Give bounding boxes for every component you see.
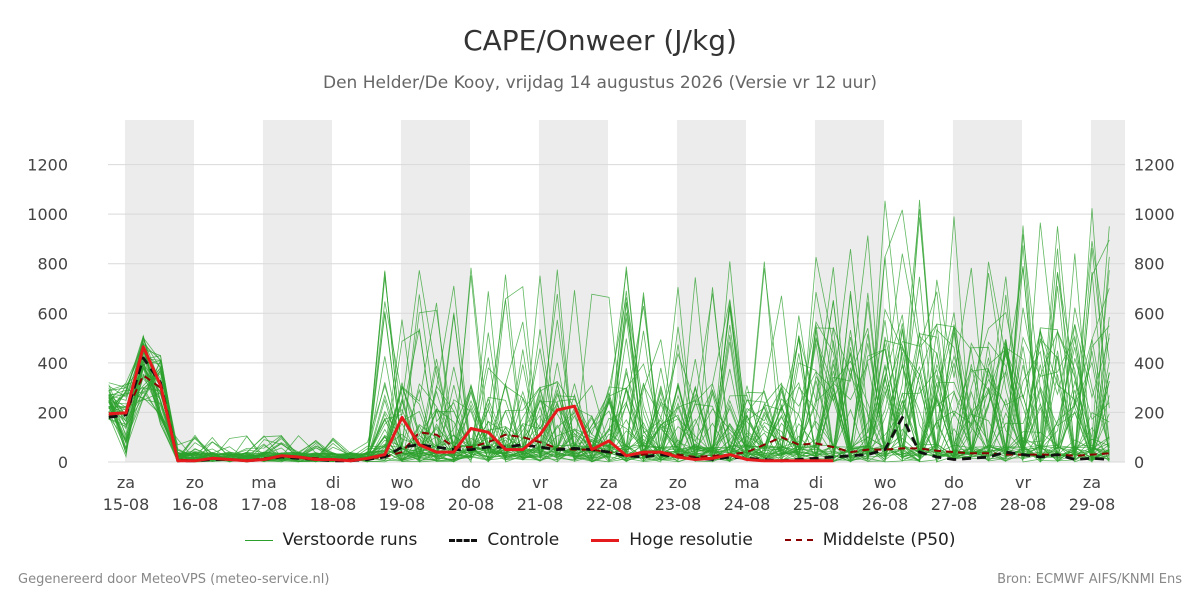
x-tick-day: wo xyxy=(391,473,414,492)
x-axis: za 15-08 zo 16-08 ma 17-08 di 18-08 wo 19-08 do 20-… xyxy=(103,473,1116,514)
y-tick-label-right: 1200 xyxy=(1134,156,1175,175)
main-series xyxy=(108,345,1110,463)
chart-legend: Verstoorde runs Controle Hoge resolutie … xyxy=(0,530,1200,550)
footer-generator: Gegenereerd door MeteoVPS (meteo-service… xyxy=(18,572,330,587)
legend-label-control: Controle xyxy=(487,530,560,550)
ensemble-member-line xyxy=(108,270,1110,463)
x-tick-day: di xyxy=(326,473,341,492)
x-tick-date: 21-08 xyxy=(517,495,564,514)
x-tick-day: wo xyxy=(874,473,897,492)
x-tick-date: 17-08 xyxy=(241,495,288,514)
x-tick-day: zo xyxy=(186,473,204,492)
legend-swatch-highres xyxy=(591,538,620,542)
x-tick-day: di xyxy=(809,473,824,492)
x-tick-date: 25-08 xyxy=(793,495,840,514)
y-tick-label-left: 600 xyxy=(37,304,68,323)
x-tick-date: 19-08 xyxy=(379,495,426,514)
x-tick-date: 15-08 xyxy=(103,495,150,514)
x-tick-date: 29-08 xyxy=(1069,495,1116,514)
ensemble-member-line xyxy=(108,295,1110,463)
y-tick-label-right: 600 xyxy=(1134,304,1165,323)
legend-swatch-median xyxy=(784,539,813,541)
x-tick-date: 28-08 xyxy=(1000,495,1047,514)
legend-label-highres: Hoge resolutie xyxy=(629,530,753,550)
x-tick-date: 16-08 xyxy=(172,495,219,514)
weekend-band xyxy=(676,120,746,462)
legend-swatch-control xyxy=(449,538,478,542)
y-tick-label-left: 1200 xyxy=(27,156,68,175)
y-tick-label-left: 0 xyxy=(58,453,68,472)
ensemble-member-line xyxy=(108,261,1110,463)
y-tick-label-left: 200 xyxy=(37,403,68,422)
legend-label-median: Middelste (P50) xyxy=(822,530,956,550)
ensemble-member-line xyxy=(108,239,1110,463)
x-tick-day: ma xyxy=(251,473,276,492)
x-tick-date: 27-08 xyxy=(931,495,978,514)
x-tick-day: za xyxy=(117,473,135,492)
x-tick-day: za xyxy=(1083,473,1101,492)
y-tick-label-right: 0 xyxy=(1134,453,1144,472)
y-tick-label-right: 1000 xyxy=(1134,205,1175,224)
legend-item-control[interactable]: Controle xyxy=(449,530,559,550)
ensemble-member-line xyxy=(108,208,1110,462)
y-tick-label-right: 400 xyxy=(1134,354,1165,373)
chart-title: CAPE/Onweer (J/kg) xyxy=(463,24,737,57)
x-tick-day: do xyxy=(461,473,481,492)
y-tick-label-left: 800 xyxy=(37,255,68,274)
x-tick-day: vr xyxy=(1015,473,1031,492)
weekend-band xyxy=(262,120,332,462)
legend-item-highres[interactable]: Hoge resolutie xyxy=(591,530,753,550)
y-tick-label-right: 200 xyxy=(1134,403,1165,422)
x-tick-day: vr xyxy=(532,473,548,492)
footer-source: Bron: ECMWF AIFS/KNMI Ens xyxy=(997,572,1182,587)
y-tick-label-left: 400 xyxy=(37,354,68,373)
x-tick-day: ma xyxy=(734,473,759,492)
x-tick-date: 26-08 xyxy=(862,495,909,514)
chart-subtitle: Den Helder/De Kooy, vrijdag 14 augustus … xyxy=(323,73,877,93)
legend-item-ensemble[interactable]: Verstoorde runs xyxy=(244,530,418,550)
ensemble-member-line xyxy=(108,293,1110,463)
x-tick-date: 24-08 xyxy=(724,495,771,514)
x-tick-day: zo xyxy=(669,473,687,492)
legend-label-ensemble: Verstoorde runs xyxy=(282,530,418,550)
x-tick-day: do xyxy=(944,473,964,492)
ensemble-member-line xyxy=(108,308,1110,463)
y-axis-left: 0 200 400 600 800 1000 1200 xyxy=(27,156,68,472)
legend-swatch-ensemble xyxy=(244,539,273,541)
x-tick-date: 22-08 xyxy=(586,495,633,514)
highres-line xyxy=(108,345,834,463)
x-tick-date: 18-08 xyxy=(310,495,357,514)
x-tick-day: za xyxy=(600,473,618,492)
y-tick-label-right: 800 xyxy=(1134,255,1165,274)
legend-item-median[interactable]: Middelste (P50) xyxy=(784,530,956,550)
x-tick-date: 20-08 xyxy=(448,495,495,514)
y-tick-label-left: 1000 xyxy=(27,205,68,224)
x-tick-date: 23-08 xyxy=(655,495,702,514)
y-axis-right: 0 200 400 600 800 1000 1200 xyxy=(1134,156,1175,472)
